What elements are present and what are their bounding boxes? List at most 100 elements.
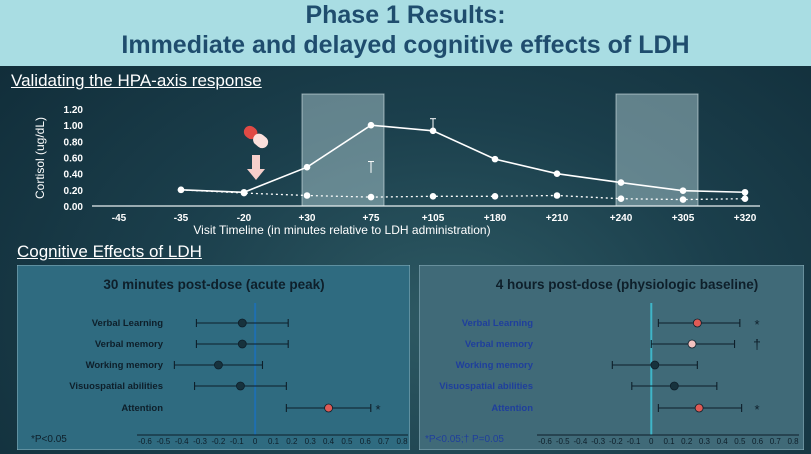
x-tick-label: -45 (112, 213, 127, 224)
x-tick-label: 0.3 (699, 437, 711, 446)
y-tick-label: 0.40 (64, 170, 84, 181)
panel-background (17, 265, 410, 450)
data-point-dotted (617, 195, 625, 203)
row-label: Visuospatial abilities (69, 381, 163, 392)
x-tick-label: -20 (237, 213, 252, 224)
row-label: Verbal memory (465, 339, 534, 350)
y-tick-label: 0.20 (64, 186, 84, 197)
data-point-solid (617, 179, 625, 186)
effect-point (650, 360, 660, 370)
effect-point (324, 403, 333, 413)
x-tick-label: -0.5 (156, 437, 170, 446)
x-tick-label: +180 (484, 213, 507, 224)
row-label: Verbal Learning (92, 318, 163, 329)
title-line-1: Phase 1 Results: (305, 1, 506, 29)
series-line-solid (180, 124, 746, 194)
footnote: *P<0.05;† P=0.05 (425, 434, 504, 445)
x-tick-label: +320 (734, 213, 757, 224)
x-tick-label: 0.8 (787, 437, 799, 446)
x-tick-label: 0.4 (323, 437, 335, 446)
x-tick-label: -35 (174, 213, 189, 224)
x-tick-label: 0.6 (752, 437, 764, 446)
panel-background (419, 265, 804, 450)
y-tick-label: 1.20 (64, 105, 84, 116)
effect-point (236, 381, 245, 391)
data-point-solid (679, 187, 687, 194)
x-tick-label: 0 (253, 437, 258, 446)
data-point-dotted (491, 193, 499, 200)
x-tick-label: 0.7 (770, 437, 782, 446)
significance-mark: * (754, 317, 759, 332)
x-tick-label: 0.6 (360, 437, 372, 446)
forest-plot-acute: 30 minutes post-dose (acute peak) Verbal … (17, 265, 410, 450)
x-tick-label: 0.1 (268, 437, 280, 446)
x-tick-label: +75 (363, 213, 380, 224)
effect-point (237, 318, 247, 328)
data-point-dotted (367, 193, 375, 201)
effect-point (669, 381, 679, 391)
arrow-shaft (252, 155, 260, 169)
effect-point (237, 339, 247, 349)
y-tick-label: 0.60 (64, 154, 84, 165)
pill-left-half (243, 125, 258, 140)
x-tick-label: 0.7 (378, 437, 390, 446)
arrow-head (247, 169, 265, 180)
down-arrow-icon (247, 155, 265, 180)
forest-plot-baseline: 4 hours post-dose (physiologic baseline)… (419, 265, 804, 450)
x-tick-label: +30 (299, 213, 316, 224)
data-point-dotted (553, 192, 561, 199)
data-point-solid (303, 163, 311, 171)
cortisol-chart: 0.00 0.20 0.40 0.60 0.80 1.00 1.20 Cortisol (ug… (33, 93, 760, 237)
x-tick-label: +210 (546, 213, 569, 224)
x-tick-label: -0.4 (175, 437, 189, 446)
section-heading-cognitive: Cognitive Effects of LDH (17, 242, 202, 261)
row-label: Visuospatial abilities (439, 381, 533, 392)
significance-mark: † (753, 336, 761, 352)
x-tick-label: -0.6 (138, 437, 152, 446)
y-tick-label: 0.00 (64, 202, 84, 213)
x-tick-label: -0.4 (574, 437, 588, 446)
x-tick-label: -0.6 (538, 437, 552, 446)
title-bar: Phase 1 Results: Immediate and delayed c… (0, 0, 811, 66)
row-label: Working memory (86, 360, 164, 371)
row-label: Verbal Learning (462, 318, 533, 329)
x-tick-label: 0 (649, 437, 654, 446)
effect-point (694, 403, 704, 413)
x-tick-label: 0.2 (286, 437, 298, 446)
data-point-solid (553, 170, 561, 177)
data-point-dotted (679, 196, 687, 203)
x-tick-label: -0.5 (556, 437, 570, 446)
x-tick-label: +305 (672, 213, 695, 224)
x-tick-label: 0.1 (663, 437, 675, 446)
row-label: Attention (121, 403, 163, 414)
x-tick-label: 0.2 (681, 437, 693, 446)
x-tick-label: 0.5 (341, 437, 353, 446)
panel-title: 30 minutes post-dose (acute peak) (103, 277, 324, 292)
x-tick-label: -0.3 (193, 437, 207, 446)
row-label: Working memory (456, 360, 534, 371)
row-label: Verbal memory (95, 339, 164, 350)
data-point-dotted (303, 192, 311, 199)
y-tick-label: 0.80 (64, 137, 84, 148)
x-tick-label: 0.4 (717, 437, 729, 446)
x-tick-label: +105 (422, 213, 445, 224)
significance-mark: * (375, 402, 380, 417)
x-tick-label: -0.3 (591, 437, 605, 446)
footnote: *P<0.05 (31, 434, 67, 445)
x-tick-label: -0.1 (230, 437, 244, 446)
x-tick-label: +240 (610, 213, 633, 224)
x-tick-label: 0.8 (396, 437, 408, 446)
data-point-dotted (240, 189, 248, 197)
data-point-solid (741, 188, 749, 196)
x-tick-label: -0.1 (627, 437, 641, 446)
x-tick-label: 0.5 (734, 437, 746, 446)
pill-icon (243, 125, 269, 149)
title-line-2: Immediate and delayed cognitive effects … (121, 31, 690, 59)
pill-right-half (253, 133, 269, 149)
y-tick-label: 1.00 (64, 121, 84, 132)
data-point-dotted (741, 195, 749, 203)
section-heading-hpa: Validating the HPA-axis response (11, 71, 262, 90)
effect-point (687, 339, 697, 349)
shaded-window-1 (301, 93, 385, 207)
row-label: Attention (491, 403, 533, 414)
